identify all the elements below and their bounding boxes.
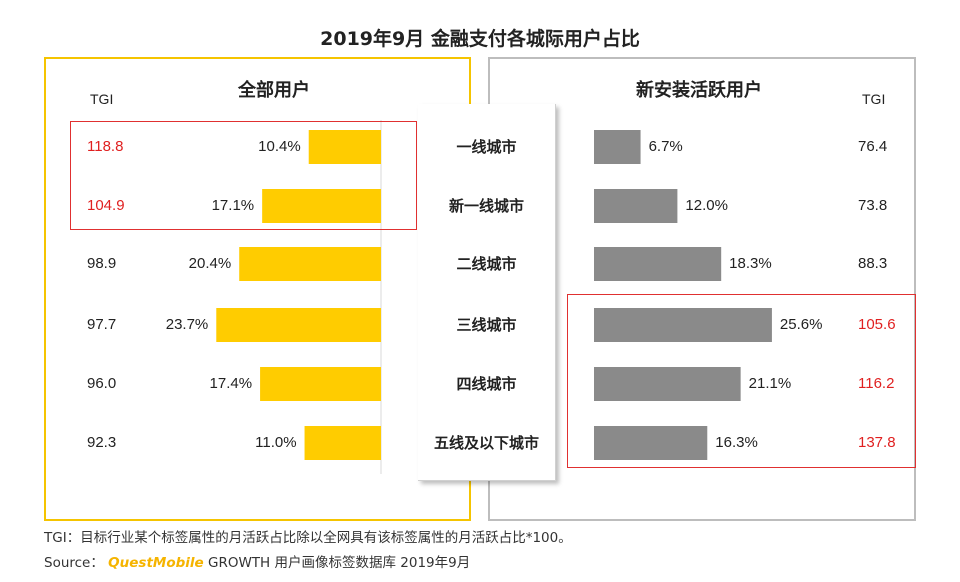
value-label-new-active-users: 12.0% (685, 197, 728, 214)
bar-new-active-users (594, 189, 678, 223)
tgi-all-users: 98.9 (87, 255, 117, 272)
questmobile-brand: QuestMobile (108, 555, 204, 571)
left-tgi-header: TGI (90, 91, 114, 107)
bar-all-users (260, 367, 381, 401)
value-label-new-active-users: 25.6% (779, 316, 823, 333)
chart-title: 2019年9月 金融支付各城际用户占比 (320, 28, 640, 50)
left-panel-title: 全部用户 (238, 80, 310, 101)
tgi-new-active-users: 137.8 (858, 434, 896, 451)
category-box (418, 104, 556, 481)
bar-all-users (239, 247, 381, 281)
tgi-new-active-users: 105.6 (858, 316, 896, 333)
category-label: 新一线城市 (448, 197, 524, 215)
source-label: Source： (44, 555, 104, 571)
right-panel-title: 新安装活跃用户 (636, 80, 762, 101)
tgi-new-active-users: 76.4 (858, 138, 888, 155)
tgi-all-users: 97.7 (87, 316, 117, 333)
tgi-all-users: 92.3 (87, 434, 117, 451)
value-label-new-active-users: 21.1% (748, 375, 792, 392)
bar-all-users (262, 189, 381, 223)
tgi-new-active-users: 88.3 (858, 255, 888, 272)
category-label: 四线城市 (456, 375, 517, 393)
value-label-all-users: 17.1% (211, 197, 255, 214)
value-label-new-active-users: 16.3% (715, 434, 758, 451)
footnote: TGI：目标行业某个标签属性的月活跃占比除以全网具有该标签属性的月活跃占比*10… (44, 530, 572, 546)
bar-all-users (308, 130, 381, 164)
bar-new-active-users (594, 130, 641, 164)
category-label: 一线城市 (456, 138, 517, 156)
tgi-all-users: 96.0 (87, 375, 117, 392)
value-label-all-users: 10.4% (258, 138, 301, 155)
bar-new-active-users (594, 367, 741, 401)
value-label-all-users: 23.7% (165, 316, 209, 333)
value-label-all-users: 17.4% (209, 375, 253, 392)
bar-all-users (216, 308, 381, 342)
left-highlight-box (70, 121, 417, 230)
category-label: 二线城市 (456, 255, 517, 273)
tgi-all-users: 118.8 (87, 138, 124, 155)
value-label-new-active-users: 6.7% (648, 138, 683, 155)
value-label-new-active-users: 18.3% (729, 255, 772, 272)
value-label-all-users: 20.4% (188, 255, 232, 272)
bar-all-users (304, 426, 381, 460)
bar-new-active-users (594, 247, 722, 281)
right-tgi-header: TGI (862, 91, 886, 107)
category-label: 五线及以下城市 (433, 434, 539, 452)
tgi-new-active-users: 116.2 (858, 375, 895, 392)
right-highlight-box (567, 294, 916, 468)
category-label: 三线城市 (456, 316, 517, 334)
value-label-all-users: 11.0% (255, 434, 297, 451)
source-text: GROWTH 用户画像标签数据库 2019年9月 (207, 555, 471, 571)
bar-new-active-users (594, 308, 772, 342)
bar-new-active-users (594, 426, 708, 460)
source-line: Source： QuestMobile GROWTH 用户画像标签数据库 201… (44, 551, 470, 571)
tgi-new-active-users: 73.8 (858, 197, 888, 214)
tgi-all-users: 104.9 (87, 197, 125, 214)
